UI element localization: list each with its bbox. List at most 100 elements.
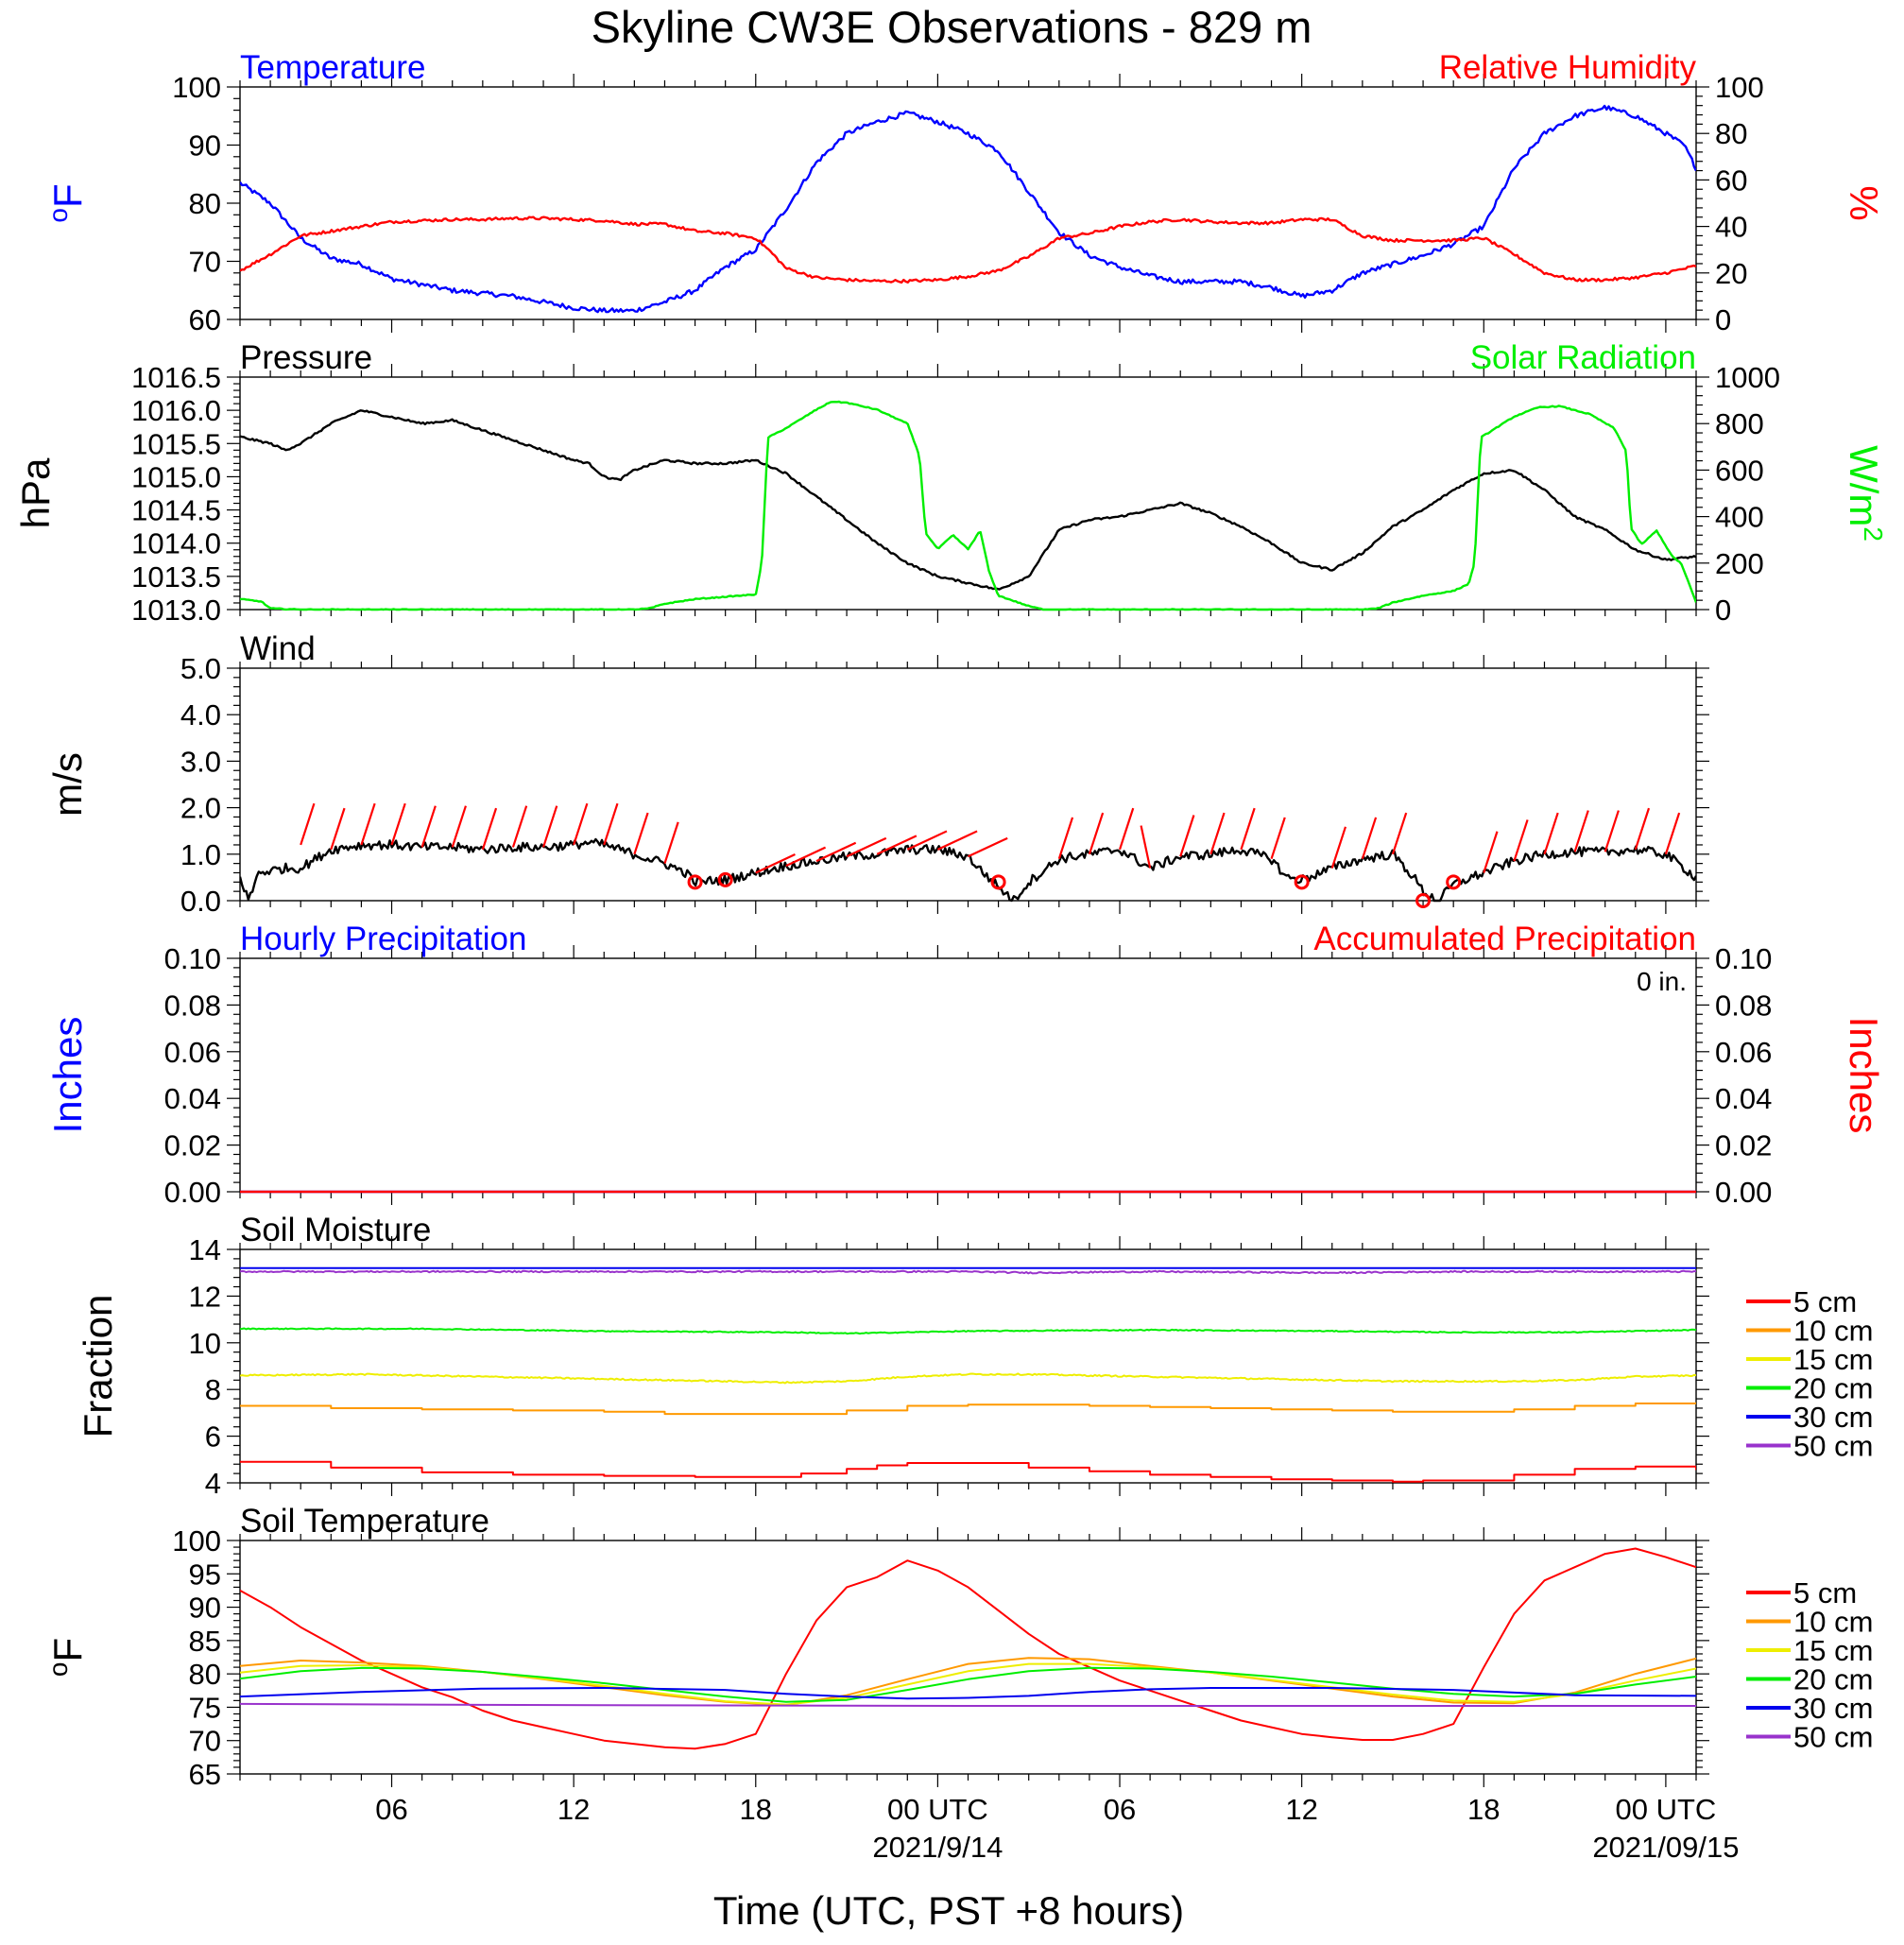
wind-barb	[603, 802, 619, 846]
y-tick-label: 90	[189, 129, 221, 163]
y-tick-label: 95	[189, 1558, 221, 1591]
y2-tick-label: 200	[1715, 547, 1764, 580]
panel-right-title: Accumulated Precipitation	[1313, 921, 1696, 957]
y2-tick-label: 20	[1715, 257, 1747, 290]
series-group	[240, 837, 1696, 903]
y2-tick-label: 0.02	[1715, 1129, 1772, 1162]
series-group	[240, 1266, 1696, 1483]
y-tick-label: 1016.5	[131, 361, 221, 394]
y2-tick-label: 400	[1715, 501, 1764, 534]
wind-barb	[633, 812, 649, 855]
y2-axis-label: W/m2	[1842, 445, 1889, 542]
plot-frame	[239, 667, 1697, 902]
x-tick-label: 06	[1104, 1793, 1136, 1826]
y-tick-label: 5.0	[180, 652, 221, 685]
legend-label: 10 cm	[1793, 1315, 1873, 1348]
x-date-label: 2021/9/14	[872, 1831, 1003, 1864]
plot-frame	[239, 86, 1697, 320]
legend-label: 30 cm	[1793, 1401, 1873, 1434]
y-tick-label: 0.10	[164, 942, 221, 975]
y-axis-label: oF	[43, 1638, 91, 1677]
y2-tick-label: 800	[1715, 407, 1764, 440]
series-line-black	[240, 837, 1696, 903]
y2-tick-label: 0	[1715, 303, 1731, 336]
wind-barb	[968, 836, 1008, 858]
y-tick-label: 0.00	[164, 1176, 221, 1209]
y2-tick-label: 1000	[1715, 361, 1780, 394]
y-tick-label: 1014.0	[131, 527, 221, 560]
y2-tick-label: 40	[1715, 211, 1747, 244]
wind-barb	[906, 830, 948, 851]
y2-axis-label: %	[1842, 185, 1886, 220]
wind-barb	[420, 805, 437, 848]
y-tick-label: 4	[205, 1467, 221, 1500]
x-tick-label: 06	[375, 1793, 407, 1826]
wind-calm-marker	[1446, 874, 1462, 890]
plot-frame	[239, 1540, 1697, 1775]
x-tick-label: 18	[1467, 1793, 1500, 1826]
y2-axis-label: Inches	[1842, 1017, 1886, 1134]
y-tick-label: 0.0	[180, 885, 221, 918]
y-tick-label: 4.0	[180, 698, 221, 732]
wind-barb	[1270, 817, 1286, 860]
y-tick-label: 90	[189, 1592, 221, 1625]
panel-left-title: Pressure	[240, 339, 372, 376]
panel-wind: 0.0 1.0 2.0 3.0 4.0 5.0 Wind m/s	[45, 630, 1709, 918]
y-tick-label: 100	[172, 1524, 221, 1558]
legend-label: 15 cm	[1793, 1634, 1873, 1667]
accumulated-total-annotation: 0 in.	[1637, 967, 1687, 996]
wind-calm-marker	[990, 874, 1006, 890]
wind-barb	[846, 836, 887, 858]
y2-tick-label: 0.06	[1715, 1036, 1772, 1069]
y-tick-label: 80	[189, 187, 221, 220]
panel-left-title: Soil Moisture	[240, 1212, 431, 1248]
wind-barb	[1240, 807, 1256, 851]
figure-title: Skyline CW3E Observations - 829 m	[592, 2, 1312, 52]
series-line-red	[240, 215, 1696, 284]
y-tick-label: 14	[189, 1233, 221, 1266]
y-tick-label: 100	[172, 71, 221, 104]
y-axis-label: Fraction	[76, 1295, 120, 1438]
y-tick-label: 70	[189, 246, 221, 279]
series-line-5-cm-red	[240, 1547, 1696, 1750]
y-tick-label: 1016.0	[131, 394, 221, 427]
wind-barb	[755, 853, 796, 874]
legend-label: 5 cm	[1793, 1576, 1857, 1609]
panel-left-title: Temperature	[240, 49, 425, 86]
panel-pressure-solar: 1013.01013.51014.01014.51015.01015.51016…	[13, 339, 1889, 627]
x-tick-label: 12	[1285, 1793, 1317, 1826]
panel-left-title: Wind	[240, 630, 316, 667]
wind-barb	[300, 802, 316, 846]
y-tick-label: 2.0	[180, 792, 221, 825]
wind-calm-marker	[717, 871, 733, 887]
wind-barb	[1664, 812, 1681, 855]
y-tick-label: 1013.5	[131, 560, 221, 594]
plot-frame	[239, 1248, 1697, 1484]
panel-left-title: Soil Temperature	[240, 1503, 489, 1540]
wind-calm-marker	[1294, 874, 1310, 890]
wind-barb	[1140, 825, 1152, 869]
series-line-green	[240, 400, 1696, 611]
panel-precipitation: 0.00 0.02 0.04 0.06 0.08 0.10 0.00 0.02 0.04 0.06…	[45, 921, 1886, 1209]
wind-barb	[1573, 810, 1589, 852]
legend-label: 5 cm	[1793, 1285, 1857, 1318]
wind-barb	[815, 841, 857, 863]
wind-barb	[541, 805, 558, 848]
y-tick-label: 1015.5	[131, 427, 221, 460]
series-line-50-cm-purple	[240, 1269, 1696, 1275]
wind-barb	[1179, 815, 1195, 857]
wind-barb	[1330, 826, 1347, 869]
y-axis-label: oF	[43, 183, 91, 222]
y-axis-label: Inches	[45, 1017, 90, 1134]
y2-tick-label: 0.10	[1715, 942, 1772, 975]
x-tick-label: 00 UTC	[887, 1793, 988, 1826]
wind-barb	[1634, 807, 1651, 851]
wind-barb	[511, 805, 528, 848]
x-tick-label: 18	[740, 1793, 772, 1826]
legend-label: 20 cm	[1793, 1372, 1873, 1405]
time-axis: 06 12 18 00 UTC 2021/9/14 06 12 18 00 UTC 2021/09…	[375, 1793, 1739, 1864]
legend-label: 10 cm	[1793, 1606, 1873, 1639]
panel-temperature-rh: 60 70 80 90 100 0 20 40 60 80 100 Temperature Relati…	[43, 49, 1887, 336]
